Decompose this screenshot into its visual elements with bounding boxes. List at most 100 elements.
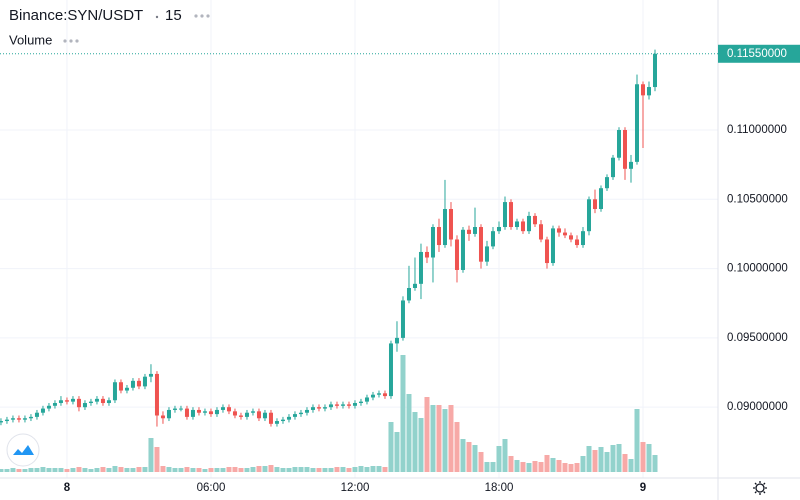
volume-bar [574,463,580,472]
candle-layer [0,49,657,427]
candle-body [646,87,651,96]
volume-bar [268,465,274,472]
candle-body [256,411,261,419]
volume-bar [562,463,568,472]
candle-body [100,398,105,404]
volume-bar [124,468,130,472]
volume-bar [502,439,508,472]
candle-body [286,416,291,420]
volume-bar [598,447,604,472]
volume-bar [154,447,160,472]
last-price-tag [718,44,800,63]
volume-bar [46,468,52,472]
volume-bar [292,467,298,472]
volume-bar [274,467,280,472]
volume-bar [466,442,472,472]
volume-bar [514,460,520,472]
x-tick-label: 9 [640,482,646,494]
candle-body [484,246,489,262]
candle-body [460,229,465,270]
candle-body [640,84,645,96]
candle-body [598,188,603,209]
symbol-title: Binance:SYN/USDT [9,7,143,24]
candle-body [160,415,165,419]
volume-bar [238,468,244,472]
volume-label: Volume [9,32,52,47]
volume-bar [4,469,10,472]
y-tick-label: 0.10500000 [727,193,788,205]
candle-body [628,161,633,169]
candle-body [532,215,537,225]
volume-bar [148,438,154,472]
candle-body [82,403,87,408]
volume-bar [328,468,334,472]
candle-body [88,401,93,404]
volume-bar [622,454,628,472]
volume-bar [544,455,550,472]
volume-bar [436,405,442,472]
volume-bar [64,469,70,472]
settings-icon[interactable] [753,481,767,495]
volume-bar [106,468,112,472]
candle-body [316,407,321,409]
candle-body [436,227,441,246]
candle-body [322,407,327,409]
volume-bar [586,446,592,472]
candle-body [76,398,81,408]
volume-bar [610,445,616,472]
candle-body [358,401,363,404]
candle-body [226,407,231,412]
candle-body [550,228,555,264]
candle-body [268,412,273,424]
candle-body [574,239,579,246]
candle-body [424,251,429,258]
logo[interactable] [6,433,40,467]
candle-body [448,208,453,240]
candle-body [538,224,543,240]
candle-body [442,208,447,246]
volume-bar [130,468,136,472]
candle-body [166,409,171,419]
candle-body [118,382,123,391]
volume-bar [442,409,448,472]
volume-bar [496,446,502,472]
volume-bar [226,467,232,472]
volume-menu[interactable] [63,39,79,43]
candle-body [580,231,585,246]
volume-bar [370,466,376,472]
candle-body [214,409,219,415]
candle-body [400,300,405,338]
candle-body [130,380,135,388]
candle-body [22,418,27,420]
more-menu[interactable] [194,14,210,18]
candle-body [172,408,177,410]
candle-body [568,235,573,240]
candle-body [112,382,117,401]
volume-bar [394,432,400,472]
volume-bar [316,468,322,472]
volume-bar [424,397,430,472]
candle-body [622,129,627,169]
volume-bar [640,442,646,472]
volume-bar [232,467,238,472]
volume-bar [556,460,562,472]
candle-body [652,53,657,88]
volume-bar [118,467,124,472]
candle-body [346,404,351,406]
volume-bar [76,467,82,472]
volume-bar [28,468,34,472]
candle-body [124,387,129,391]
candle-body [544,239,549,264]
volume-bar [82,468,88,472]
volume-bar [280,468,286,472]
volume-bar [310,468,316,472]
volume-bar [460,439,466,472]
volume-bar [322,468,328,472]
candle-body [526,215,531,232]
volume-bar [184,467,190,472]
volume-bar [136,467,142,472]
candle-body [40,408,45,413]
candle-body [556,228,561,233]
